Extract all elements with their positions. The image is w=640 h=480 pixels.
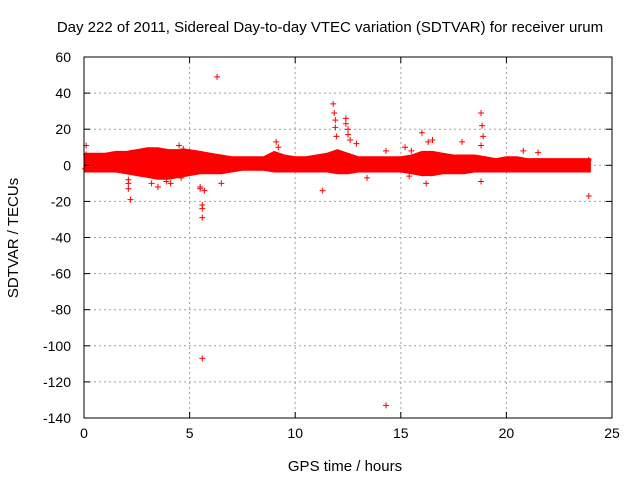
data-point-38 [383, 402, 390, 409]
data-point-7 [148, 180, 155, 187]
data-point-25 [319, 187, 326, 194]
data-point-56 [585, 156, 592, 163]
data-point-19 [201, 187, 208, 194]
data-point-54 [535, 149, 542, 156]
data-point-10 [167, 180, 174, 187]
y-axis-label: SDTVAR / TECUs [5, 178, 22, 298]
data-point-24 [275, 144, 282, 151]
data-point-12 [178, 174, 185, 181]
y-tick-label-8: -100 [43, 338, 71, 354]
x-tick-label-1: 5 [186, 425, 194, 441]
data-point-17 [199, 214, 206, 221]
data-point-9 [163, 178, 170, 185]
data-point-44 [425, 138, 432, 145]
y-tick-label-0: 60 [55, 49, 71, 65]
y-tick-label-10: -140 [43, 410, 71, 426]
x-tick-label-2: 10 [287, 425, 303, 441]
data-point-31 [342, 115, 349, 122]
data-point-35 [347, 137, 354, 144]
x-tick-label-5: 25 [604, 425, 620, 441]
y-tick-label-5: -40 [51, 230, 71, 246]
data-point-49 [479, 122, 486, 129]
data-point-26 [330, 100, 337, 107]
data-point-18 [199, 205, 206, 212]
data-point-41 [408, 147, 415, 154]
data-point-4 [125, 180, 132, 187]
data-point-47 [459, 138, 466, 145]
y-tick-label-1: 40 [55, 85, 71, 101]
data-point-13 [180, 146, 187, 153]
y-tick-label-7: -80 [51, 302, 71, 318]
data-point-39 [383, 147, 390, 154]
data-point-46 [423, 180, 430, 187]
data-point-8 [154, 183, 161, 190]
data-point-28 [332, 117, 339, 124]
y-tick-label-3: 0 [63, 157, 71, 173]
x-tick-label-0: 0 [80, 425, 88, 441]
data-point-33 [345, 131, 351, 138]
chart-title: Day 222 of 2011, Sidereal Day-to-day VTE… [57, 19, 603, 36]
x-axis-label: GPS time / hours [288, 458, 402, 475]
y-tick-label-6: -60 [51, 266, 71, 282]
x-tick-label-3: 15 [393, 425, 409, 441]
data-point-55 [585, 192, 592, 199]
y-tick-label-4: -20 [51, 193, 71, 209]
data-point-21 [214, 73, 221, 80]
data-layer [82, 73, 592, 409]
x-tick-label-4: 20 [499, 425, 515, 441]
data-point-6 [127, 196, 134, 203]
data-point-5 [125, 185, 132, 192]
y-tick-label-9: -120 [43, 374, 71, 390]
data-point-51 [478, 142, 485, 149]
axes: 0 5 10 15 20 25 60 40 20 0 -20 -40 -60 -80 -100 -120 -14… [43, 49, 620, 441]
data-point-30 [333, 133, 340, 140]
data-point-27 [331, 109, 338, 116]
data-point-11 [176, 142, 183, 149]
data-point-37 [364, 174, 371, 181]
data-point-29 [332, 124, 339, 131]
data-point-42 [406, 173, 413, 180]
data-point-53 [520, 147, 527, 154]
data-point-32 [342, 120, 349, 127]
data-point-20 [199, 355, 206, 362]
data-point-1 [82, 165, 89, 172]
data-point-43 [418, 129, 425, 136]
data-point-34 [345, 126, 351, 133]
data-point-50 [480, 133, 487, 140]
y-tick-label-2: 20 [55, 121, 71, 137]
data-point-40 [402, 144, 409, 151]
dense-data-band [84, 147, 591, 180]
data-point-23 [273, 138, 280, 145]
data-point-22 [218, 180, 225, 187]
data-point-48 [478, 109, 485, 116]
data-point-45 [429, 137, 436, 144]
data-point-52 [478, 178, 485, 185]
data-point-15 [197, 185, 204, 192]
data-point-36 [353, 140, 360, 147]
